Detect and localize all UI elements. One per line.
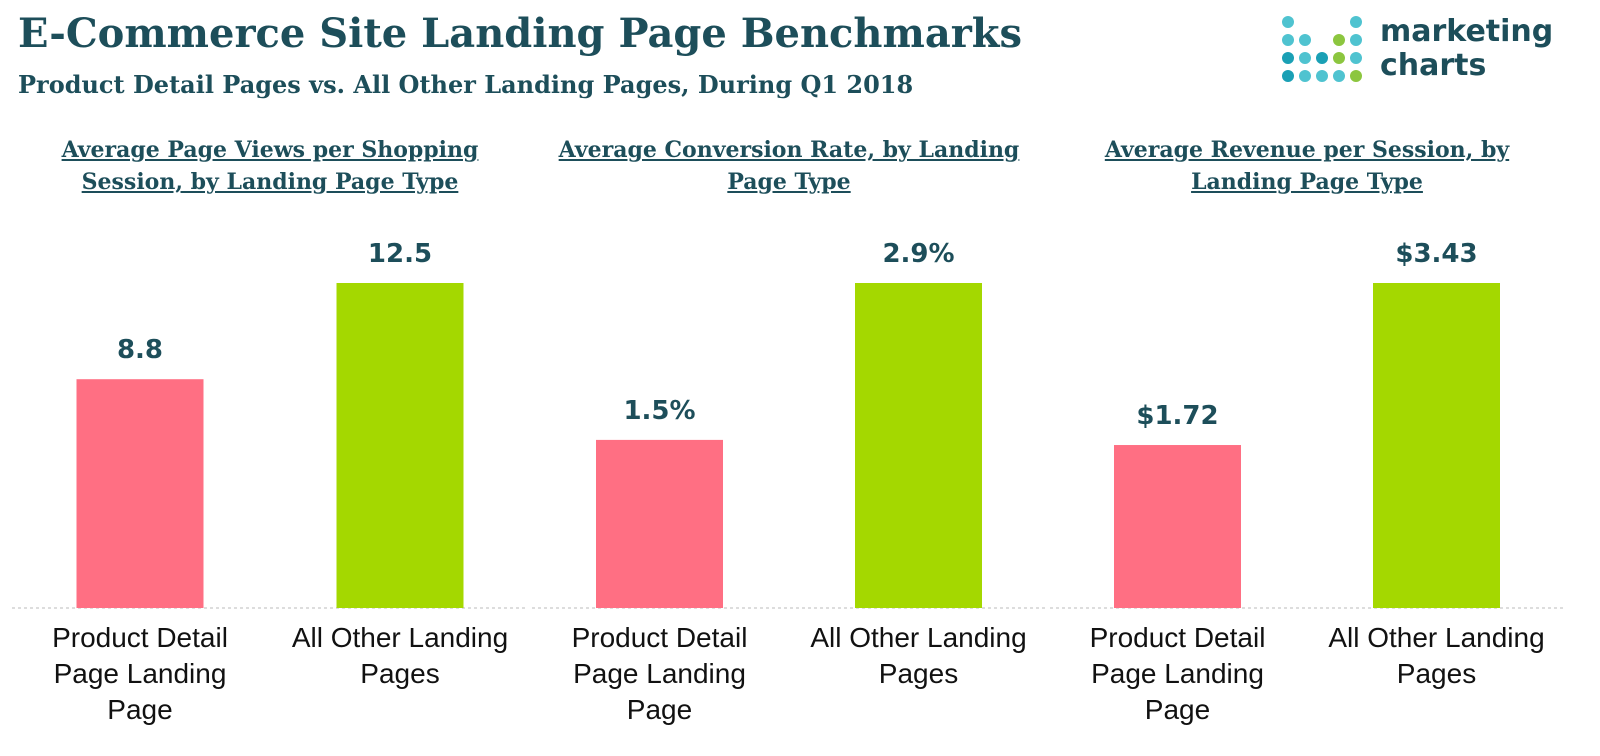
value-label: 2.9% xyxy=(882,239,955,269)
bar xyxy=(596,439,723,608)
logo-text: marketing xyxy=(1380,14,1554,49)
bar xyxy=(1114,445,1241,608)
category-label: All Other Landing Pages xyxy=(810,622,1027,689)
category-label: All Other Landing Pages xyxy=(1328,622,1545,689)
value-label: 1.5% xyxy=(623,395,696,426)
title: E-Commerce Site Landing Page Benchmarks xyxy=(18,10,1023,57)
value-label: 12.5 xyxy=(367,239,433,269)
category-label: All Other Landing Pages xyxy=(291,622,509,689)
value-label: $1.72 xyxy=(1136,401,1219,432)
panel-title: Average Conversion Rate, by Landing Page… xyxy=(558,137,1020,195)
subtitle: Product Detail Pages vs. All Other Landi… xyxy=(18,70,914,99)
bar xyxy=(76,379,204,608)
value-label: $3.43 xyxy=(1395,239,1478,269)
category-label: Product Detail Page Landing Page xyxy=(52,622,228,725)
category-label: Product Detail Page Landing Page xyxy=(571,622,748,725)
bar xyxy=(1373,283,1500,608)
value-label: 8.8 xyxy=(116,335,164,366)
bar xyxy=(336,283,464,608)
panel-title: Average Page Views per Shopping Session,… xyxy=(61,137,479,195)
logo-text: charts xyxy=(1380,48,1487,83)
logo-dots xyxy=(1282,16,1362,82)
bar xyxy=(855,283,982,608)
category-label: Product Detail Page Landing Page xyxy=(1089,622,1266,725)
panel-title: Average Revenue per Session, by Landing … xyxy=(1104,137,1510,195)
